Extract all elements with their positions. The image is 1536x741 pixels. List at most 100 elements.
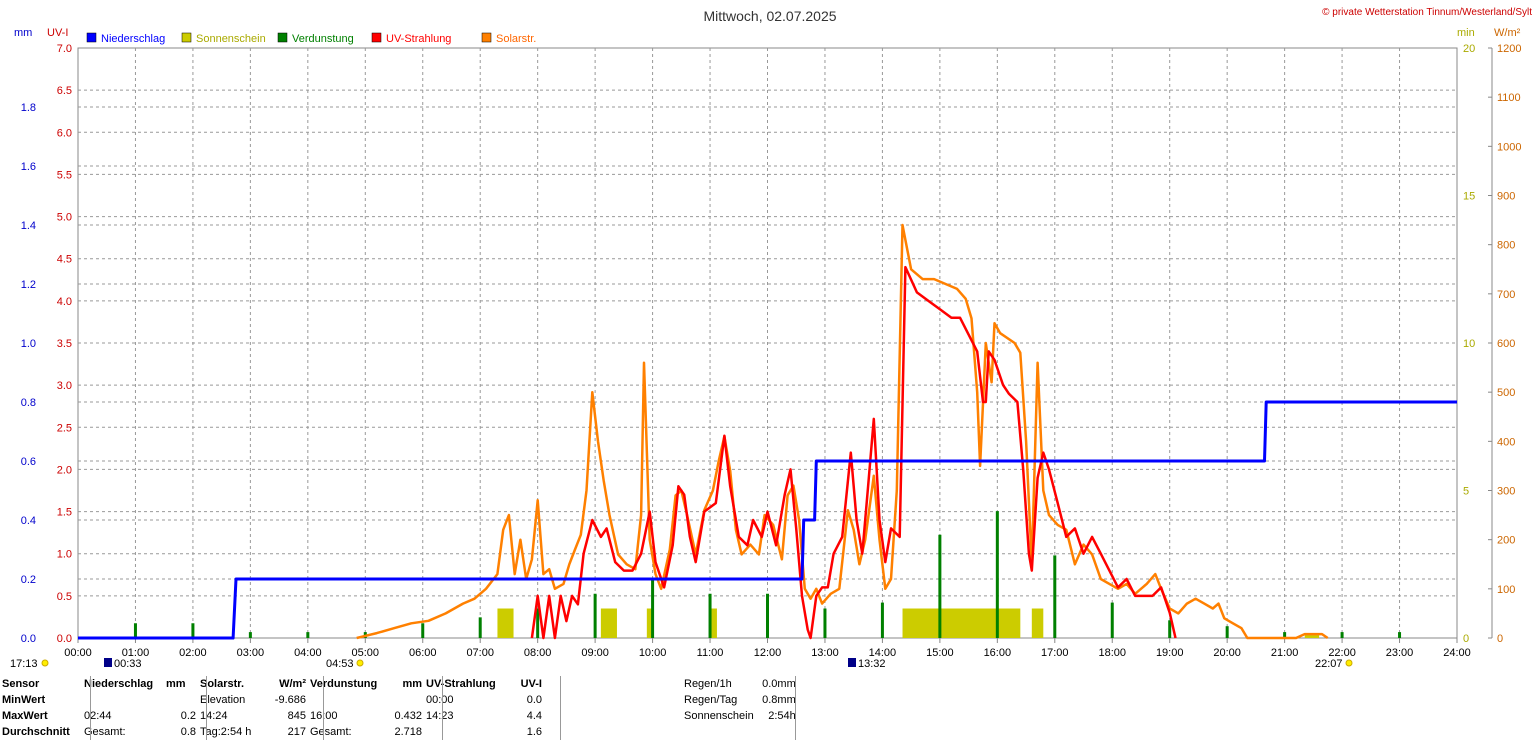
mm-tick-label: 1.8 [21, 102, 36, 114]
th-solar: Solarstr. [200, 678, 245, 690]
th-mm2: mm [402, 678, 422, 690]
evaporation-bar [766, 593, 769, 638]
x-tick-label: 03:00 [237, 647, 265, 659]
stat-value: 0.8mm [762, 694, 796, 706]
row-label: MaxWert [2, 710, 48, 722]
series-line-niederschlag [78, 400, 1457, 640]
x-tick-label: 09:00 [581, 647, 609, 659]
cell: 0.2 [180, 710, 196, 722]
mm-tick-label: 1.0 [21, 338, 36, 350]
th-mm: mm [166, 678, 186, 690]
uv-tick-label: 3.0 [57, 380, 72, 392]
markers: 17:13 00:33 04:53 13:32 22:07 [10, 658, 1353, 670]
marker-time: 00:33 [114, 658, 142, 670]
lines [78, 223, 1457, 640]
x-tick-label: 14:00 [869, 647, 897, 659]
stat-label: Regen/1h [684, 678, 732, 690]
x-tick-label: 20:00 [1213, 647, 1241, 659]
divider [206, 676, 207, 740]
cell: Tag:2:54 h [200, 726, 252, 738]
x-tick-label: 22:00 [1328, 647, 1356, 659]
x-tick-label: 07:00 [466, 647, 494, 659]
legend-item: Solarstr. [496, 33, 536, 45]
chart-title: Mittwoch, 02.07.2025 [703, 8, 836, 24]
sun-icon [1345, 659, 1353, 667]
uv-tick-label: 0.5 [57, 591, 72, 603]
cell: 14:23 [426, 710, 454, 722]
sunshine-bar [1031, 608, 1044, 638]
series-line-solarstr [356, 223, 1329, 640]
wm2-tick-label: 0 [1497, 633, 1503, 645]
sunshine-bar [600, 608, 617, 638]
x-tick-label: 06:00 [409, 647, 437, 659]
uv-tick-label: 4.0 [57, 296, 72, 308]
divider [560, 676, 561, 740]
th-uvi: UV-I [520, 678, 542, 690]
marker-time: 17:13 [10, 658, 38, 670]
table-header-row: Sensor Niederschlag mm Solarstr. W/m² Ve… [0, 676, 544, 692]
x-tick-label: 12:00 [754, 647, 782, 659]
evaporation-bar [593, 593, 597, 638]
stat-label: Regen/Tag [684, 694, 738, 706]
x-tick-label: 04:00 [294, 647, 322, 659]
table-row: MaxWert 02:44 0.2 14:24 845 16:00 0.432 … [0, 708, 544, 724]
cell: 2.718 [394, 726, 422, 738]
axes: 00:00 01:00 02:00 03:00 04:00 05:00 06:00 07:00… [21, 43, 1522, 659]
moon-icon [104, 658, 112, 667]
sunshine-bar [1304, 635, 1320, 638]
evaporation-bar [938, 534, 942, 638]
uv-tick-label: 6.0 [57, 127, 72, 139]
x-tick-label: 19:00 [1156, 647, 1184, 659]
evaporation-bar [1340, 632, 1344, 638]
evaporation-bar [421, 623, 425, 638]
list-item: Regen/1h 0.0mm [682, 676, 798, 692]
evaporation-bar [1225, 626, 1229, 638]
mm-tick-label: 0.0 [21, 633, 36, 645]
summary-table: Sensor Niederschlag mm Solarstr. W/m² Ve… [0, 676, 544, 740]
list-item: Sonnenschein 2:54h [682, 708, 798, 724]
sunshine-bar [710, 608, 717, 638]
evaporation-bar [1168, 620, 1172, 638]
uv-tick-label: 5.0 [57, 212, 72, 224]
x-tick-label: 08:00 [524, 647, 552, 659]
cell: 0.0 [526, 694, 542, 706]
stat-label: Sonnenschein [684, 710, 754, 722]
wm2-tick-label: 900 [1497, 191, 1515, 203]
x-tick-label: 13:00 [811, 647, 839, 659]
min-tick-label: 20 [1463, 43, 1475, 55]
evaporation-bar [191, 623, 195, 638]
divider [795, 676, 796, 740]
cell: Gesamt: [84, 726, 126, 738]
uv-tick-label: 2.0 [57, 464, 72, 476]
th-niederschlag: Niederschlag [84, 678, 154, 690]
table-row: Durchschnitt Gesamt: 0.8 Tag:2:54 h 217 … [0, 724, 544, 740]
wm2-tick-label: 200 [1497, 535, 1515, 547]
min-tick-label: 10 [1463, 338, 1475, 350]
cell [424, 724, 500, 740]
cell: 217 [287, 726, 306, 738]
cell [308, 692, 390, 708]
mm-tick-label: 0.4 [21, 515, 36, 527]
evaporation-bar [880, 602, 884, 638]
row-label: MinWert [2, 694, 46, 706]
x-tick-label: 16:00 [984, 647, 1012, 659]
bars [133, 511, 1402, 638]
moon-icon [848, 658, 856, 667]
x-tick-label: 23:00 [1386, 647, 1414, 659]
marker-time: 22:07 [1315, 658, 1343, 670]
cell [82, 692, 164, 708]
list-item: Regen/Tag 0.8mm [682, 692, 798, 708]
cell: 4.4 [526, 710, 542, 722]
divider [90, 676, 91, 740]
th-wm2: W/m² [279, 678, 306, 690]
x-tick-label: 24:00 [1443, 647, 1471, 659]
unit-mm: mm [14, 27, 32, 39]
sun-icon [41, 659, 49, 667]
mm-tick-label: 1.4 [21, 220, 36, 232]
divider [323, 676, 324, 740]
series-line-uvstrahlung [530, 265, 1177, 640]
unit-min: min [1457, 27, 1475, 39]
cell: 0.8 [180, 726, 196, 738]
uv-tick-label: 7.0 [57, 43, 72, 55]
